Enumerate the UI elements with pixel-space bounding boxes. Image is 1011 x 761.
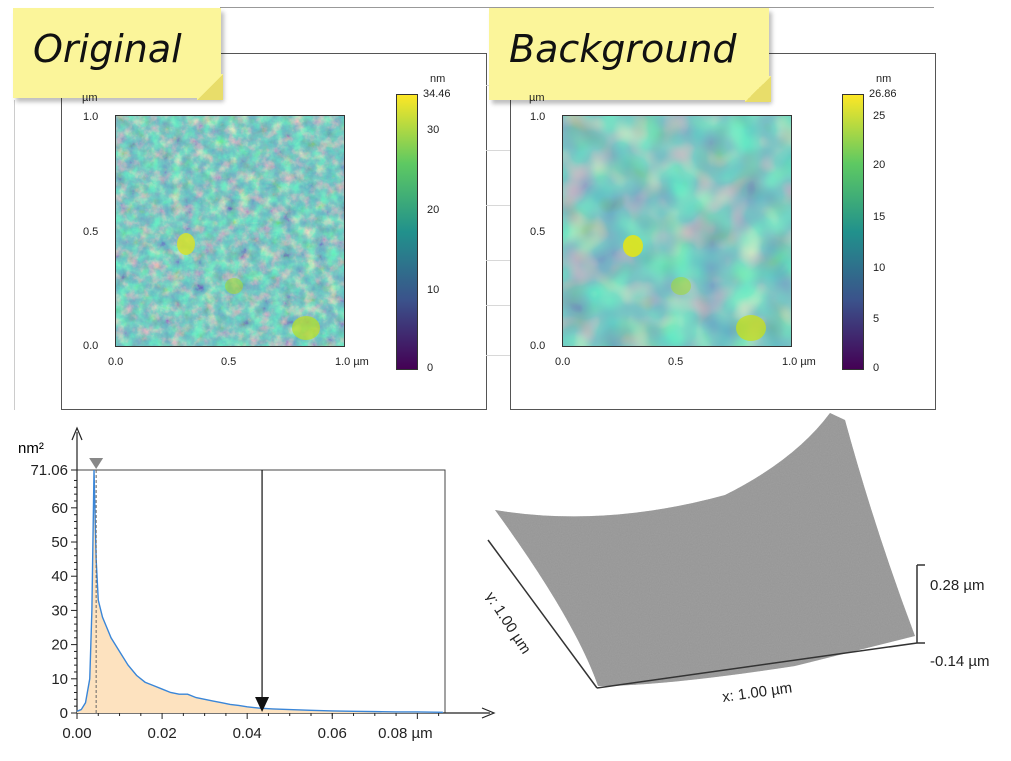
psd-y-unit: nm² [18,440,44,457]
note-original-text: Original [33,27,182,71]
surface-z-min-label: -0.14 µm [930,653,990,670]
note-original: Original [13,8,223,100]
original-x-tick-label: 0.0 [108,356,124,368]
psd-y-arrow-icon [71,426,83,441]
background-x-tick-label: 1.0 µm [782,356,816,368]
original-height-map [115,115,345,347]
psd-axes: 0 10 20 30 40 50 60 71.06 0.00 0.02 0.04 0.06 0.08 µ… [30,426,496,742]
psd-y-tick-label: 40 [51,568,68,585]
original-x-tick-label: 1.0 µm [335,356,369,368]
original-colorbar-max: 34.46 [423,88,451,100]
psd-x-tick-label: 0.04 [233,725,262,742]
background-colorbar-max: 26.86 [869,88,897,100]
background-colorbar-unit: nm [876,73,892,85]
original-colorbar-tick: 30 [427,124,440,136]
original-colorbar [396,94,418,370]
psd-peak-marker-icon [89,458,104,469]
surface-y-axis-line [487,539,598,689]
background-map-image [563,116,791,346]
background-x-tick-label: 0.0 [555,356,571,368]
original-y-tick-label: 0.0 [83,340,99,352]
psd-x-tick-label: 0.06 [318,725,347,742]
surface-3d-view: 0.28 µm -0.14 µm x: 1.00 µm y: 1.00 µm [485,413,990,706]
original-x-tick-label: 0.5 [221,356,237,368]
surface-z-max-label: 0.28 µm [930,577,985,594]
psd-y-max-label: 71.06 [30,462,68,479]
psd-y-tick-label: 50 [51,534,68,551]
original-colorbar-tick: 20 [427,204,440,216]
psd-x-tick-label: 0.00 [62,725,91,742]
note-fold-icon [745,76,771,102]
original-colorbar-unit: nm [430,73,446,85]
original-colorbar-tick: 10 [427,284,440,296]
surface-x-axis-line [596,642,918,689]
original-y-tick-label: 0.5 [83,226,99,238]
psd-y-tick-label: 0 [60,705,68,722]
note-background: Background [489,8,771,102]
psd-y-tick-label: 20 [51,637,68,654]
background-x-tick-label: 0.5 [668,356,684,368]
background-height-map [562,115,792,347]
background-colorbar-tick: 20 [873,159,886,171]
psd-area [77,470,443,713]
psd-marker-arrow-icon [255,697,270,712]
original-y-unit: µm [82,92,98,104]
psd-x-arrow-icon [481,707,496,719]
surface-x-axis-label: x: 1.00 µm [721,679,793,706]
note-fold-icon [197,74,223,100]
psd-x-tick-label: 0.08 µm [378,725,433,742]
top-border-line [220,7,934,8]
psd-y-tick-label: 60 [51,500,68,517]
background-colorbar-tick: 25 [873,110,886,122]
psd-marks [89,458,270,713]
background-y-tick-label: 0.0 [530,340,546,352]
background-colorbar-tick: 0 [873,362,880,374]
surface-texture [495,413,915,686]
note-background-text: Background [509,27,737,71]
original-colorbar-tick: 0 [427,362,434,374]
background-y-tick-label: 0.5 [530,226,546,238]
background-colorbar-tick: 5 [873,313,880,325]
background-y-tick-label: 1.0 [530,111,546,123]
panel-separator-lines [486,55,512,410]
psd-x-tick-label: 0.02 [147,725,176,742]
background-y-unit: µm [529,92,545,104]
psd-y-tick-label: 30 [51,602,68,619]
psd-y-tick-label: 10 [51,671,68,688]
surface-y-axis-label: y: 1.00 µm [485,589,534,657]
background-colorbar-tick: 15 [873,211,886,223]
psd-chart: 0 10 20 30 40 50 60 71.06 0.00 0.02 0.04 0.06 0.08 µ… [18,426,496,742]
background-colorbar [842,94,864,370]
left-border-line [14,100,15,410]
original-y-tick-label: 1.0 [83,111,99,123]
background-colorbar-tick: 10 [873,262,886,274]
original-map-image [116,116,344,346]
